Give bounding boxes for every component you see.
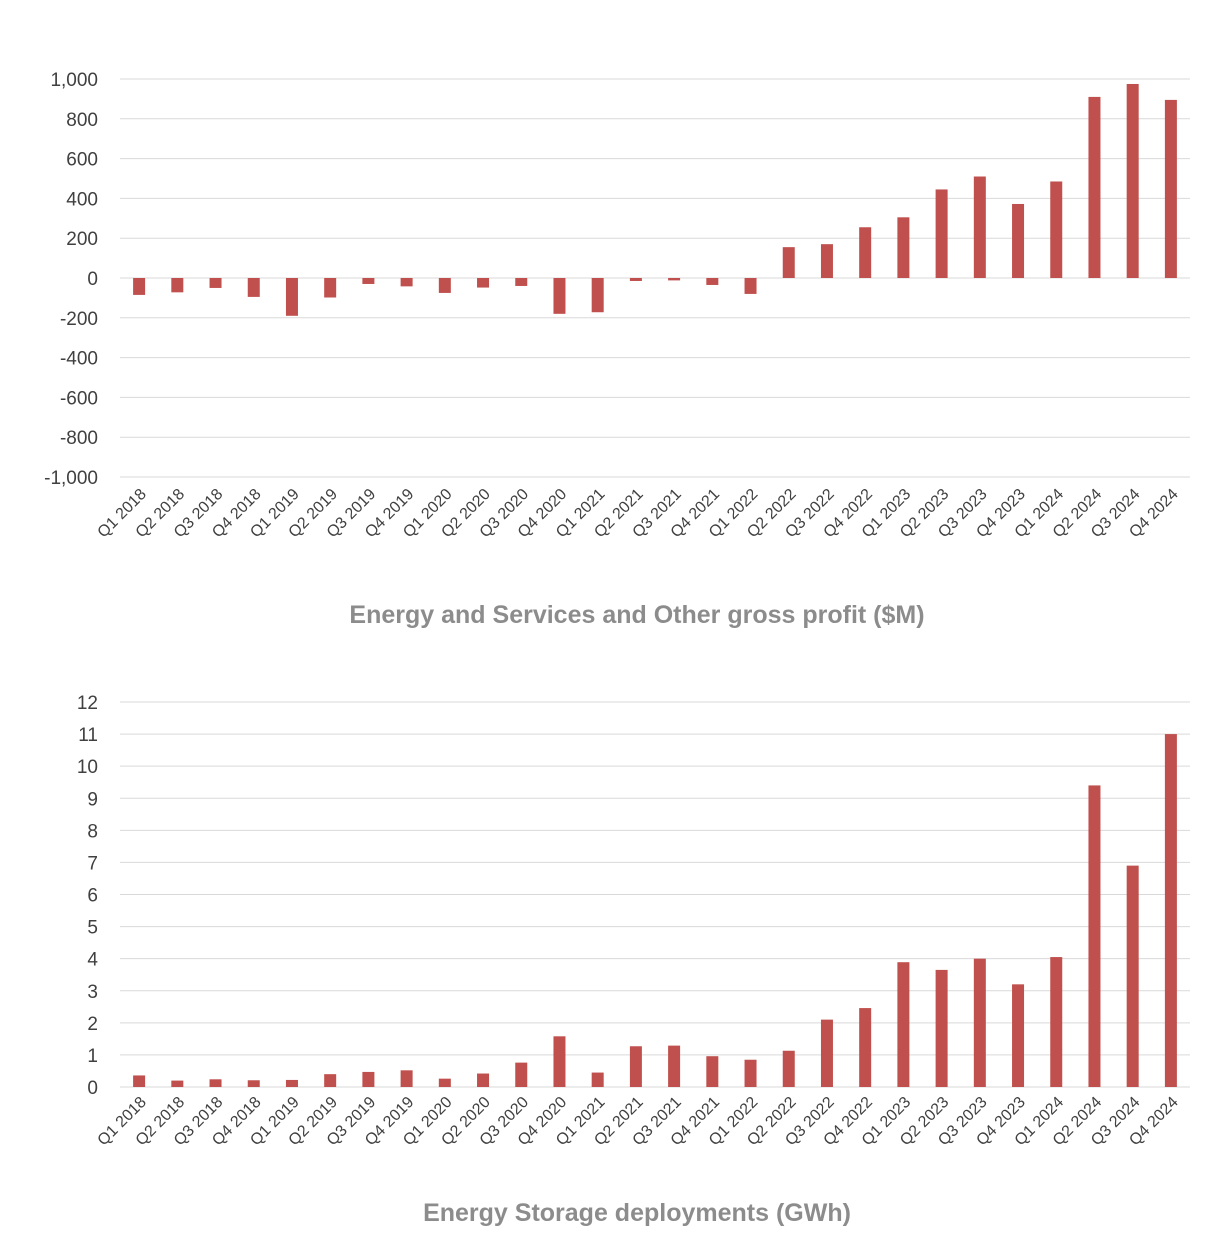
bar — [1088, 785, 1101, 1087]
bar — [744, 278, 757, 294]
y-tick-label: 8 — [87, 821, 98, 842]
bar — [782, 1050, 795, 1087]
y-tick-label: -200 — [60, 309, 98, 330]
y-tick-label: 5 — [87, 918, 98, 939]
y-tick-label: 600 — [66, 150, 98, 171]
bar — [324, 1074, 337, 1087]
bar — [1126, 83, 1139, 278]
bar — [1164, 99, 1177, 279]
bar — [820, 244, 833, 278]
bar — [1088, 96, 1101, 278]
bar — [515, 1062, 528, 1087]
bar — [591, 1072, 604, 1087]
bar — [782, 247, 795, 278]
y-tick-label: -800 — [60, 428, 98, 449]
bar — [706, 1056, 719, 1087]
bar — [591, 278, 604, 313]
y-tick-label: 11 — [78, 725, 98, 746]
y-tick-label: 1,000 — [50, 70, 98, 91]
bar — [438, 278, 451, 293]
bar — [285, 1079, 298, 1087]
bar — [859, 1008, 872, 1087]
bar — [133, 1075, 146, 1087]
bar — [247, 1080, 260, 1087]
bar — [706, 278, 719, 285]
bar — [400, 278, 413, 287]
bar — [973, 958, 986, 1087]
bar — [553, 1036, 566, 1087]
bar — [133, 278, 146, 295]
bar — [897, 962, 910, 1087]
bar — [1050, 957, 1063, 1087]
bar — [171, 1080, 184, 1087]
bar — [515, 278, 528, 286]
y-tick-label: -400 — [60, 349, 98, 370]
y-tick-label: 1 — [87, 1046, 98, 1067]
y-tick-label: 4 — [87, 950, 98, 971]
chart-title: Energy and Services and Other gross prof… — [349, 601, 924, 629]
bar — [171, 278, 184, 293]
y-tick-label: 800 — [66, 110, 98, 131]
bar — [438, 1078, 451, 1087]
bar — [1012, 203, 1025, 278]
y-tick-label: 7 — [87, 853, 98, 874]
y-tick-label: -600 — [60, 388, 98, 409]
bar — [973, 176, 986, 278]
y-tick-label: 0 — [87, 1078, 98, 1099]
bar — [629, 278, 642, 281]
bar — [1050, 181, 1063, 278]
gross-profit-chart: 1,000 800 600 400 200 0 -200 -400 -600 -800 -1,000… — [44, 70, 1190, 629]
bar — [859, 227, 872, 278]
y-tick-label: 2 — [87, 1014, 98, 1035]
y-tick-label: -1,000 — [44, 468, 98, 489]
bar — [1164, 734, 1177, 1087]
storage-deployments-chart: 12 11 10 9 8 7 6 5 4 3 2 1 0 Q1 2018 Q2 2018 Q3 2018 Q4… — [0, 630, 1218, 1238]
bar — [400, 1070, 413, 1087]
bar — [209, 278, 222, 288]
chart-title: Energy Storage deployments (GWh) — [423, 1199, 851, 1227]
bar — [477, 1073, 490, 1087]
bar — [324, 278, 337, 298]
y-tick-label: 12 — [77, 693, 98, 714]
bar — [629, 1046, 642, 1087]
bar — [1126, 865, 1139, 1087]
bar — [668, 1045, 681, 1087]
bar — [668, 278, 681, 281]
y-tick-label: 9 — [87, 789, 98, 810]
bar — [820, 1019, 833, 1087]
bar — [362, 1071, 375, 1087]
y-tick-label: 3 — [87, 982, 98, 1003]
bar — [285, 278, 298, 316]
bar — [553, 278, 566, 314]
gross-profit-chart-svg: 1,000 800 600 400 200 0 -200 -400 -600 -800 -1,000… — [44, 70, 1190, 629]
y-tick-label: 0 — [87, 269, 98, 290]
y-tick-label: 200 — [66, 229, 98, 250]
bar — [897, 217, 910, 278]
bar — [209, 1079, 222, 1087]
bar — [935, 969, 948, 1087]
y-tick-label: 6 — [87, 886, 98, 907]
bar — [1012, 984, 1025, 1087]
y-tick-label: 400 — [66, 189, 98, 210]
bar — [362, 278, 375, 284]
bar — [744, 1059, 757, 1087]
bar — [477, 278, 490, 288]
y-tick-label: 10 — [77, 757, 98, 778]
bar — [247, 278, 260, 297]
bar — [935, 189, 948, 278]
